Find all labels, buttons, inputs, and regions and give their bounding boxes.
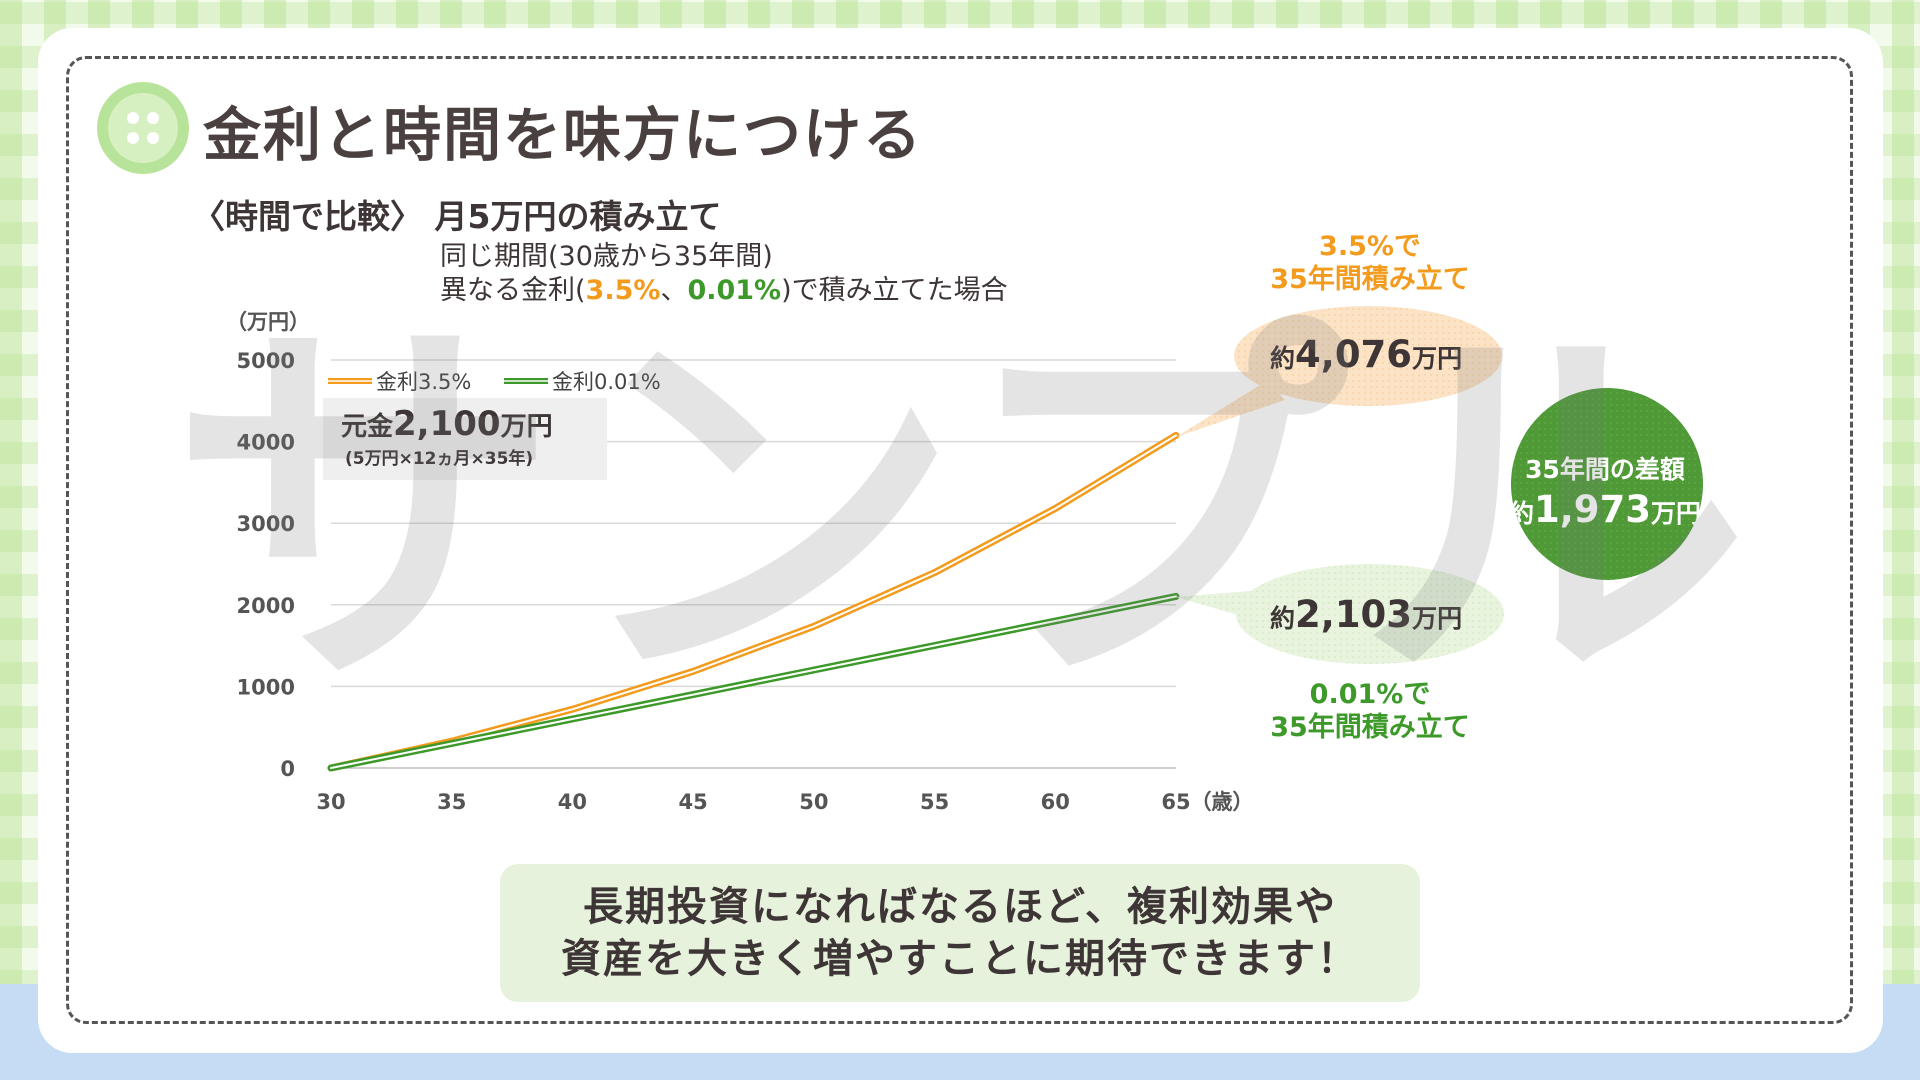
difference-prefix: 約 [1508,499,1534,528]
x-tick-label: 65 [1161,790,1190,814]
principal-unit: 万円 [500,412,553,442]
principal-amount: 2,100 [393,404,501,444]
orange-value-prefix: 約 [1270,344,1296,373]
difference-label: 35年間の差額 [1525,455,1685,484]
orange-caption-line2: 35年間積み立て [1270,264,1470,295]
orange-callout-caption: 3.5%で 35年間積み立て [1260,230,1480,296]
principal-label: 元金 [341,412,394,442]
data-point [690,692,696,698]
legend-label: 金利3.5% [376,370,471,394]
y-tick-label: 5000 [237,349,295,373]
x-tick-label: 50 [799,790,828,814]
green-value-prefix: 約 [1270,604,1296,633]
difference-unit: 万円 [1651,499,1702,528]
condition-period: 同じ期間(30歳から35年間) [440,241,773,272]
x-tick-label: 30 [316,790,345,814]
orange-value-unit: 万円 [1412,344,1463,373]
data-point [1052,506,1058,512]
difference-text: 35年間の差額 約1,973万円 [1490,450,1720,531]
green-callout-value: 約2,103万円 [1270,593,1462,636]
data-point [811,623,817,629]
condition-suffix: )で積み立てた場合 [781,275,1008,306]
x-tick-label: 40 [558,790,587,814]
page-title: 金利と時間を味方につける [203,101,924,169]
conclusion-line1: 長期投資になればなるほど、複利効果や [583,884,1337,930]
y-tick-label: 3000 [237,512,295,536]
data-point [1173,432,1179,438]
data-point [569,716,575,722]
chart-subtitle: 〈時間で比較〉 月5万円の積み立て [192,197,722,236]
sewing-button-icon [97,82,189,174]
principal-box: 元金2,100万円 (5万円×12ヵ月×35年) [323,398,607,480]
green-callout-caption: 0.01%で 35年間積み立て [1260,678,1480,744]
orange-callout-value: 約4,076万円 [1270,333,1462,376]
condition-separator: 、 [660,275,688,306]
difference-amount: 1,973 [1533,488,1652,531]
green-value-amount: 2,103 [1295,593,1413,636]
x-tick-label: 55 [920,790,949,814]
green-value-unit: 万円 [1412,604,1463,633]
orange-value-amount: 4,076 [1295,333,1413,376]
y-tick-label: 4000 [237,431,295,455]
x-axis-label: （歳） [1191,790,1254,814]
condition-rate-b: 0.01% [687,275,782,306]
x-tick-label: 35 [437,790,466,814]
difference-bubble [1511,388,1703,580]
green-caption-line1: 0.01%で [1309,679,1431,710]
data-point [932,643,938,649]
y-tick-label: 0 [280,757,295,781]
y-tick-label: 2000 [237,594,295,618]
legend-label: 金利0.01% [552,370,661,394]
data-point [449,741,455,747]
orange-caption-line1: 3.5%で [1319,231,1421,262]
data-point [1052,618,1058,624]
y-tick-label: 1000 [237,675,295,699]
x-tick-label: 60 [1041,790,1070,814]
condition-rate-a: 3.5% [585,275,661,306]
green-callout-bubble [1236,564,1504,664]
x-tick-label: 45 [679,790,708,814]
condition-rates: 異なる金利(3.5%、0.01%)で積み立てた場合 [440,268,1008,307]
dashed-frame [66,56,1853,1024]
y-axis-label: （万円） [226,310,310,334]
conclusion-message: 長期投資になればなるほど、複利効果や 資産を大きく増やすことに期待できます！ [500,864,1420,1002]
conclusion-line2: 資産を大きく増やすことに期待できます！ [561,936,1359,982]
data-point [1173,593,1179,599]
data-point [932,570,938,576]
data-point [811,667,817,673]
data-point [569,706,575,712]
data-point [328,765,334,771]
series-line-outline [327,431,1180,772]
orange-callout-pointer [1176,380,1285,437]
series-line-highlight [330,434,1177,769]
series-line-highlight [330,595,1177,769]
condition-prefix: 異なる金利( [440,275,586,306]
data-point [690,668,696,674]
orange-callout-bubble [1234,306,1502,406]
green-caption-line2: 35年間積み立て [1270,712,1470,743]
principal-note: (5万円×12ヵ月×35年) [345,449,534,469]
